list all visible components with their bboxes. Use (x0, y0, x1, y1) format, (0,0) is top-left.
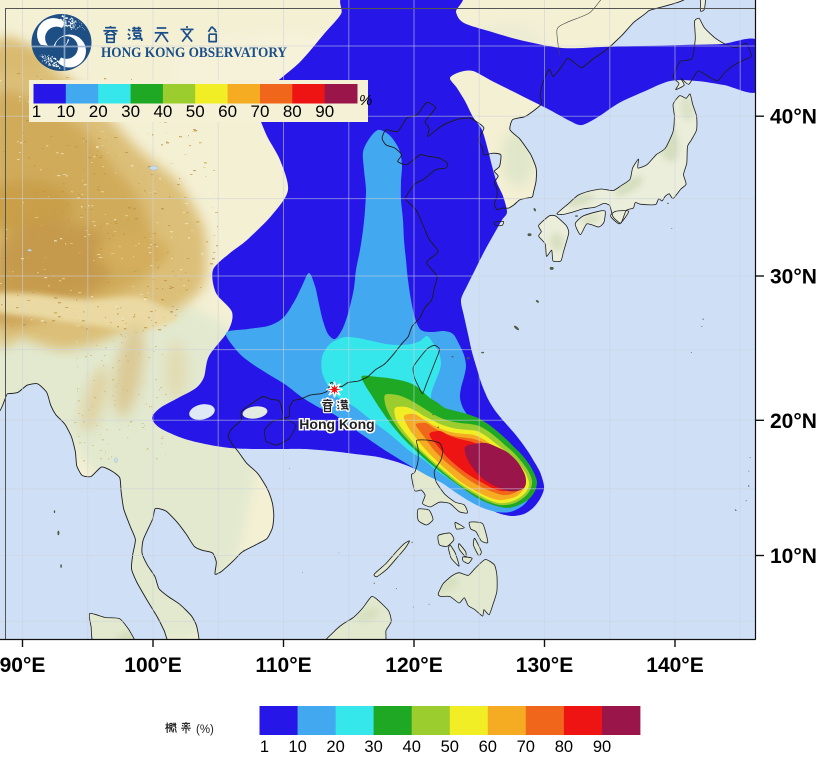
svg-text:10: 10 (288, 738, 306, 756)
svg-text:100°E: 100°E (124, 654, 181, 677)
svg-text:40: 40 (153, 102, 172, 121)
svg-text:(%): (%) (196, 724, 214, 736)
svg-text:30: 30 (364, 738, 382, 756)
svg-text:80: 80 (283, 102, 302, 121)
svg-text:20: 20 (326, 738, 344, 756)
svg-text:10°N: 10°N (770, 545, 817, 568)
svg-text:%: % (359, 92, 372, 109)
svg-text:90: 90 (593, 738, 611, 756)
svg-text:50: 50 (186, 102, 205, 121)
svg-text:10: 10 (56, 102, 75, 121)
svg-text:110°E: 110°E (255, 654, 311, 677)
svg-text:HONG KONG OBSERVATORY: HONG KONG OBSERVATORY (101, 45, 287, 61)
svg-text:20: 20 (89, 102, 108, 121)
svg-text:90: 90 (315, 102, 334, 121)
svg-text:60: 60 (479, 738, 497, 756)
svg-text:Hong Kong: Hong Kong (299, 416, 374, 432)
svg-text:90°E: 90°E (0, 654, 45, 677)
svg-text:130°E: 130°E (516, 654, 573, 677)
svg-text:70: 70 (517, 738, 535, 756)
svg-text:30°N: 30°N (770, 266, 817, 289)
svg-text:80: 80 (555, 738, 573, 756)
svg-text:1: 1 (260, 738, 269, 756)
svg-text:50: 50 (441, 738, 459, 756)
svg-text:40: 40 (403, 738, 421, 756)
svg-text:20°N: 20°N (770, 410, 817, 433)
svg-text:1: 1 (32, 102, 41, 121)
svg-text:60: 60 (218, 102, 237, 121)
svg-text:30: 30 (121, 102, 140, 121)
svg-text:120°E: 120°E (385, 654, 442, 677)
svg-text:70: 70 (251, 102, 270, 121)
svg-text:140°E: 140°E (646, 654, 703, 677)
svg-text:40°N: 40°N (770, 106, 817, 129)
